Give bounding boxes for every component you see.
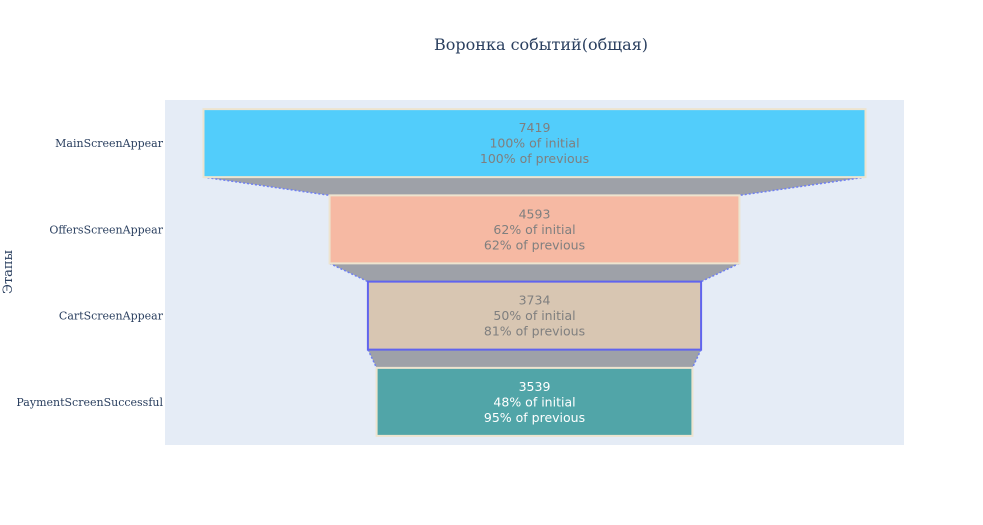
stage-tick-label: MainScreenAppear	[55, 137, 164, 150]
stage-tick-label: CartScreenAppear	[59, 310, 164, 323]
bar-initial-percent-label: 62% of initial	[493, 222, 575, 237]
stage-tick-label: PaymentScreenSuccessful	[16, 396, 163, 409]
bar-previous-percent-label: 95% of previous	[484, 410, 585, 425]
y-axis-title: Этапы	[1, 250, 16, 294]
bar-initial-percent-label: 50% of initial	[493, 308, 575, 323]
chart-title: Воронка событий(общая)	[434, 35, 648, 54]
stage-labels: MainScreenAppear OffersScreenAppear CartSc…	[16, 137, 163, 409]
bar-value-label: 3539	[519, 379, 551, 394]
bar-value-label: 4593	[519, 206, 551, 221]
stage-tick-label: OffersScreenAppear	[49, 223, 163, 236]
bar-value-label: 3734	[519, 293, 551, 308]
bar-previous-percent-label: 62% of previous	[484, 237, 585, 252]
bar-value-label: 7419	[519, 120, 551, 135]
bar-initial-percent-label: 100% of initial	[489, 136, 579, 151]
bar-previous-percent-label: 81% of previous	[484, 324, 585, 339]
bar-previous-percent-label: 100% of previous	[480, 151, 589, 166]
funnel-connector	[330, 263, 740, 281]
bar-initial-percent-label: 48% of initial	[493, 394, 575, 409]
funnel-connector	[368, 350, 701, 368]
